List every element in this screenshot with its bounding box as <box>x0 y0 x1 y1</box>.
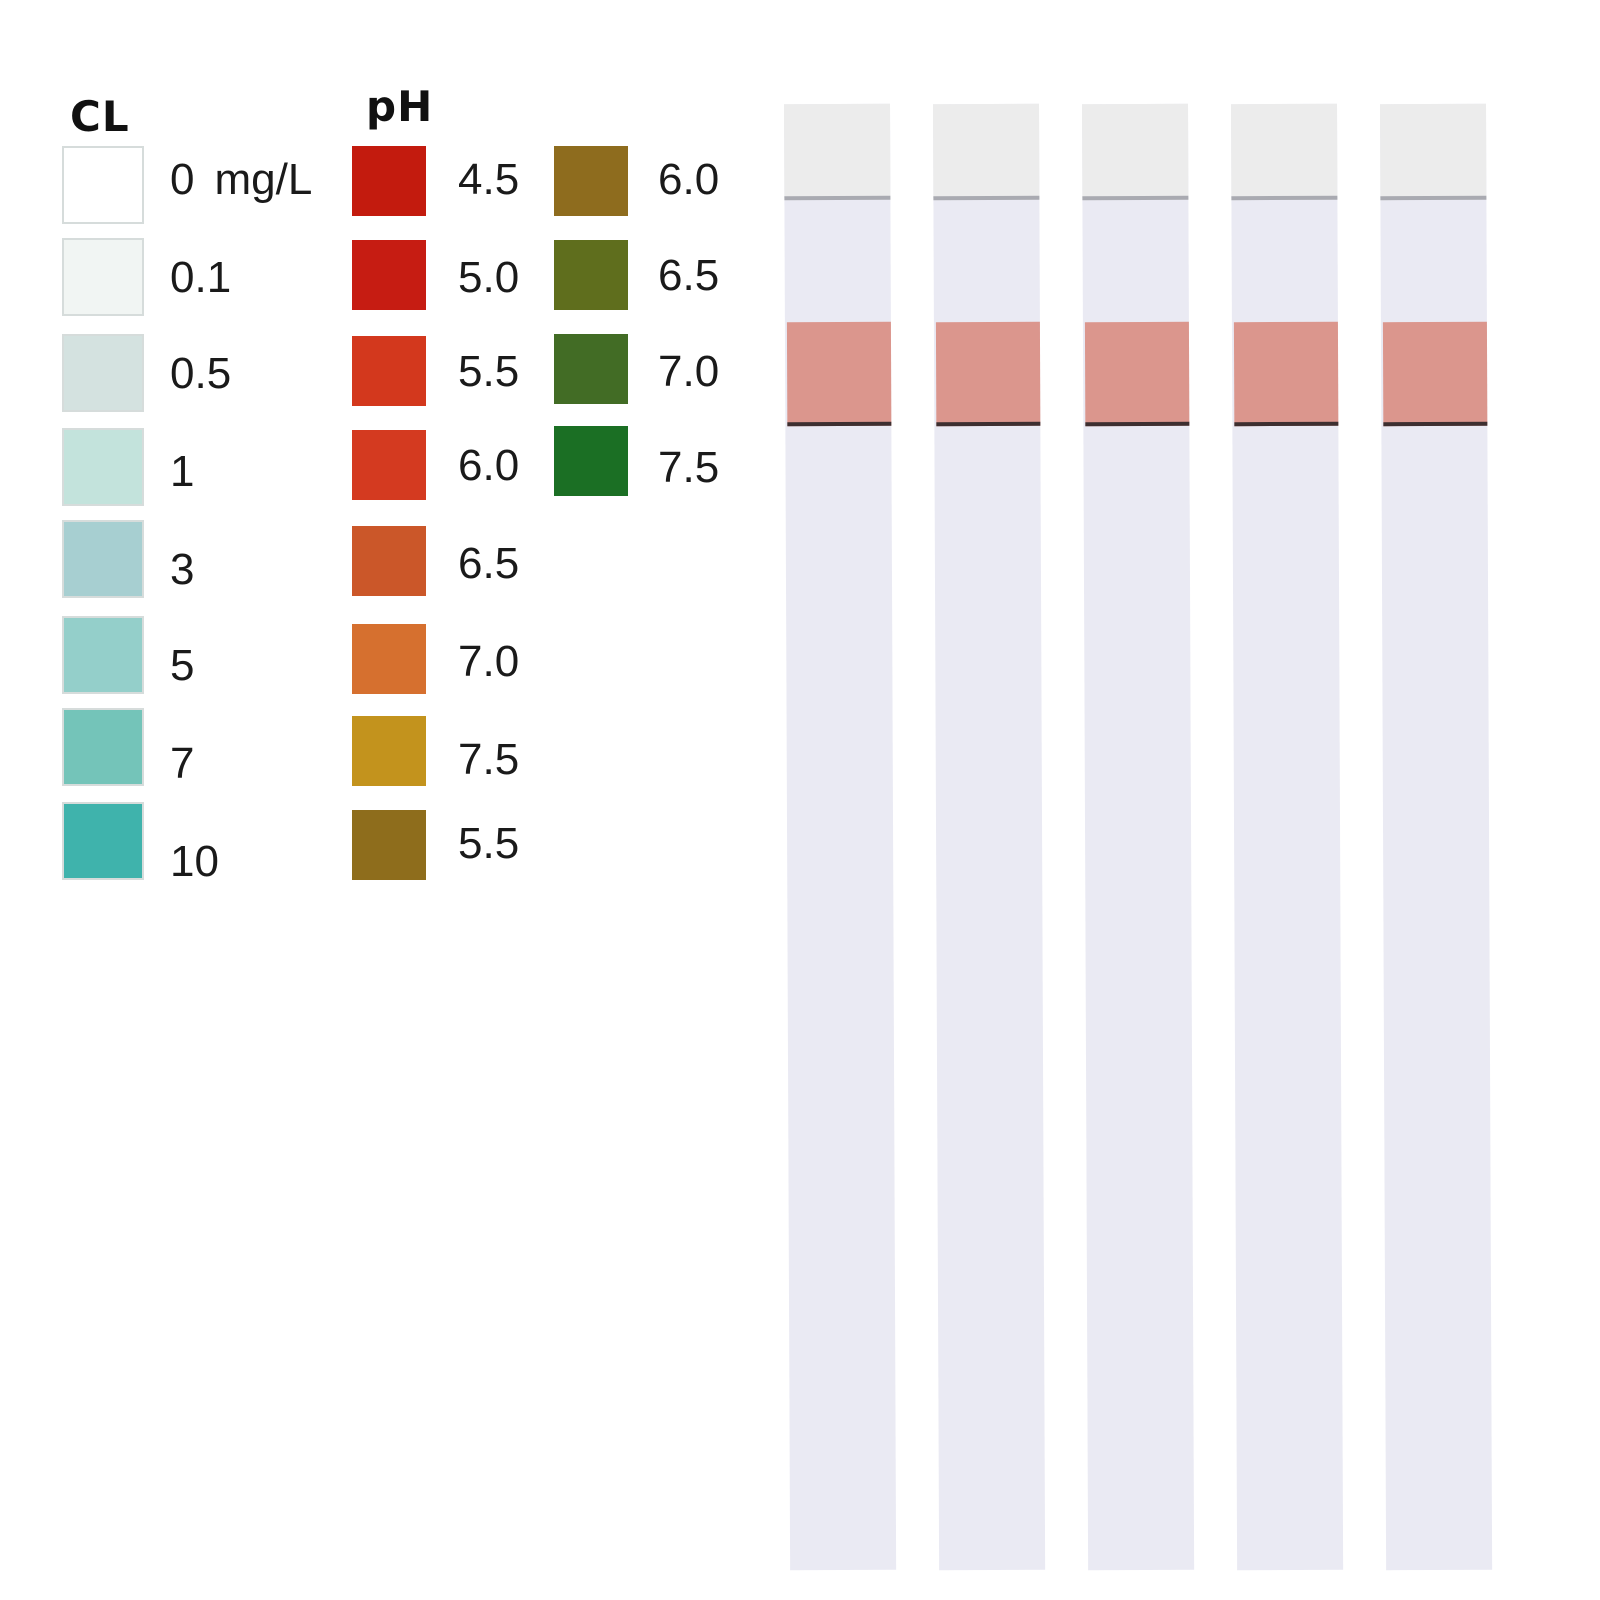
strip-reagent-pad <box>1382 321 1488 427</box>
chlorine-swatch <box>62 616 144 694</box>
ph-label: 6.5 <box>658 251 720 300</box>
ph-swatch <box>554 240 628 310</box>
strip-reagent-pad <box>1084 321 1190 427</box>
ph-swatch <box>554 334 628 404</box>
ph-swatch <box>352 526 426 596</box>
ph-swatch <box>352 716 426 786</box>
strip-handle <box>1231 103 1338 201</box>
ph-label: 7.5 <box>458 735 520 784</box>
ph-swatch <box>352 336 426 406</box>
chlorine-swatch <box>62 238 144 316</box>
strip-handle <box>933 103 1040 201</box>
chlorine-swatch <box>62 520 144 598</box>
ph-label: 6.5 <box>458 539 520 588</box>
chlorine-label: 7 <box>170 739 195 788</box>
ph-swatch <box>352 146 426 216</box>
test-strip <box>1380 103 1493 1571</box>
chlorine-swatch <box>62 428 144 506</box>
ph-label: 7.0 <box>658 347 720 396</box>
chlorine-unit: mg/L <box>214 155 313 204</box>
ph-heading: pH <box>366 82 434 131</box>
ph-swatch <box>554 146 628 216</box>
strip-reagent-pad <box>786 321 892 427</box>
chlorine-label: 1 <box>170 447 195 496</box>
chlorine-heading: CL <box>70 92 130 141</box>
test-strip <box>1231 103 1344 1571</box>
strip-handle <box>1082 103 1189 201</box>
strip-handle <box>784 103 891 201</box>
ph-label: 7.5 <box>658 443 720 492</box>
ph-swatch <box>352 624 426 694</box>
ph-label: 4.5 <box>458 155 520 204</box>
chlorine-label: 0.5 <box>170 349 232 398</box>
chlorine-label: 0 mg/L <box>170 155 313 204</box>
ph-swatch <box>554 426 628 496</box>
chlorine-swatch <box>62 802 144 880</box>
chlorine-label: 3 <box>170 545 195 594</box>
chlorine-label: 10 <box>170 837 219 886</box>
ph-swatch <box>352 430 426 500</box>
ph-swatch <box>352 240 426 310</box>
ph-swatch <box>352 810 426 880</box>
chlorine-swatch <box>62 146 144 224</box>
strip-reagent-pad <box>1233 321 1339 427</box>
chlorine-swatch <box>62 708 144 786</box>
chlorine-label: 0.1 <box>170 253 232 302</box>
chlorine-label: 5 <box>170 641 195 690</box>
strip-reagent-pad <box>935 321 1041 427</box>
ph-label: 7.0 <box>458 637 520 686</box>
ph-label: 6.0 <box>458 441 520 490</box>
ph-label: 5.5 <box>458 347 520 396</box>
test-strip <box>784 103 897 1571</box>
ph-label: 5.0 <box>458 253 520 302</box>
strip-handle <box>1380 103 1487 201</box>
chlorine-swatch <box>62 334 144 412</box>
test-strip <box>1082 103 1195 1571</box>
ph-label: 5.5 <box>458 819 520 868</box>
test-strip <box>933 103 1046 1571</box>
ph-label: 6.0 <box>658 155 720 204</box>
